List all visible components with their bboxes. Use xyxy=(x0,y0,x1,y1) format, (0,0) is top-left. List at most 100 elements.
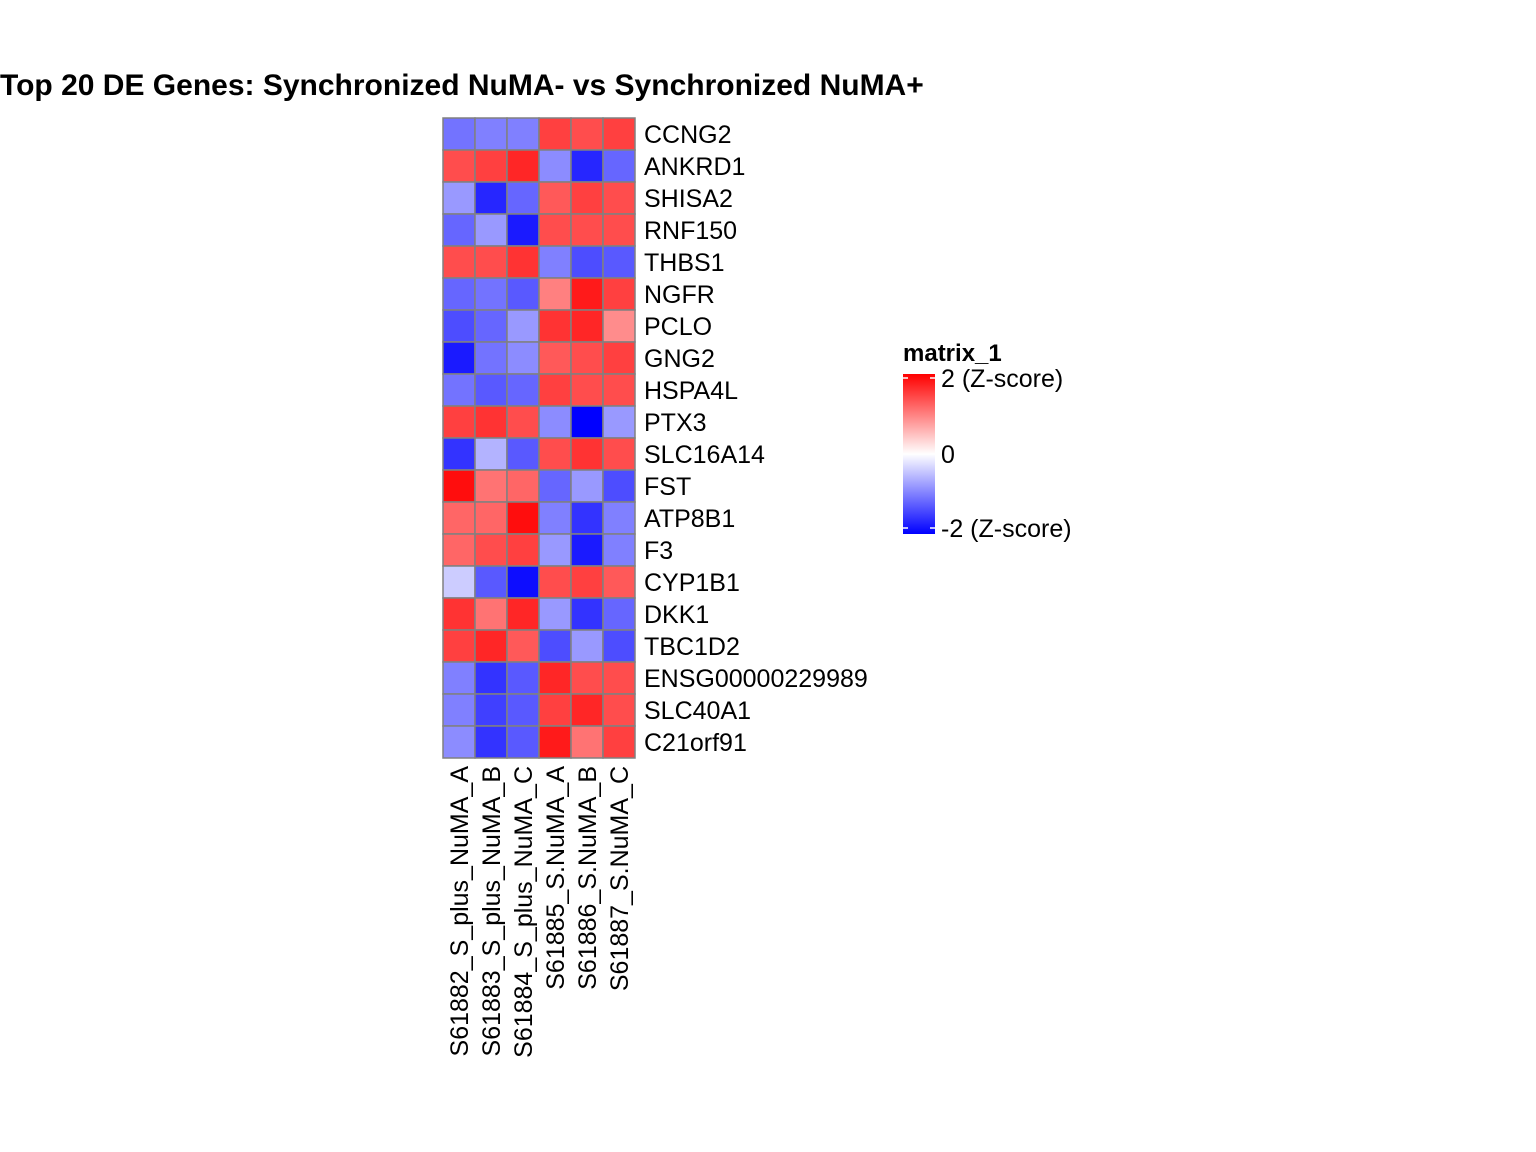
heatmap-cell xyxy=(506,341,540,375)
heatmap-cell xyxy=(474,629,508,663)
heatmap-cell xyxy=(474,661,508,695)
column-label: S61885_S.NuMA_A xyxy=(542,766,570,990)
legend-label: 0 xyxy=(941,441,955,469)
heatmap-cell xyxy=(602,725,636,759)
heatmap-cell xyxy=(474,117,508,151)
heatmap-cell xyxy=(442,149,476,183)
heatmap-cell xyxy=(442,725,476,759)
heatmap-cell xyxy=(442,533,476,567)
heatmap-cell xyxy=(570,597,604,631)
row-label: ATP8B1 xyxy=(644,505,735,533)
heatmap-cell xyxy=(442,117,476,151)
heatmap-cell xyxy=(538,309,572,343)
column-label: S61882_S_plus_NuMA_A xyxy=(446,766,474,1057)
heatmap-cell xyxy=(602,149,636,183)
row-label: SLC16A14 xyxy=(644,441,765,469)
heatmap-cell xyxy=(474,469,508,503)
heatmap-cell xyxy=(602,277,636,311)
row-label: HSPA4L xyxy=(644,377,738,405)
heatmap-cell xyxy=(538,661,572,695)
heatmap-cell xyxy=(474,405,508,439)
heatmap-cell xyxy=(602,533,636,567)
heatmap-cell xyxy=(442,277,476,311)
heatmap-cell xyxy=(442,245,476,279)
column-label: S61884_S_plus_NuMA_C xyxy=(510,766,538,1058)
column-label: S61886_S.NuMA_B xyxy=(574,766,602,990)
heatmap-cell xyxy=(538,597,572,631)
color-legend: matrix_1 2 (Z-score) 0 -2 (Z-score) xyxy=(903,340,1072,543)
legend-title: matrix_1 xyxy=(903,340,1002,367)
heatmap-cell xyxy=(570,277,604,311)
heatmap-cell xyxy=(602,117,636,151)
heatmap-cell xyxy=(538,565,572,599)
heatmap-cell xyxy=(474,597,508,631)
heatmap-cell xyxy=(570,341,604,375)
heatmap-cell xyxy=(474,309,508,343)
heatmap-cell xyxy=(506,533,540,567)
heatmap-cell xyxy=(570,565,604,599)
row-label: NGFR xyxy=(644,281,715,309)
heatmap-cell xyxy=(570,117,604,151)
heatmap-cell xyxy=(474,277,508,311)
heatmap-cell xyxy=(442,181,476,215)
heatmap-cell xyxy=(570,245,604,279)
heatmap-cell xyxy=(538,245,572,279)
heatmap-cell xyxy=(506,565,540,599)
heatmap-cell xyxy=(570,149,604,183)
heatmap-cell xyxy=(442,405,476,439)
heatmap-cell xyxy=(570,629,604,663)
row-label: CCNG2 xyxy=(644,121,732,149)
heatmap-cell xyxy=(506,149,540,183)
heatmap-cell xyxy=(602,181,636,215)
heatmap-cell xyxy=(442,309,476,343)
heatmap-cell xyxy=(506,213,540,247)
row-label: SHISA2 xyxy=(644,185,733,213)
legend-label: -2 (Z-score) xyxy=(941,515,1072,543)
row-label: F3 xyxy=(644,537,673,565)
heatmap-cell xyxy=(506,277,540,311)
heatmap-cell xyxy=(474,533,508,567)
heatmap-cell xyxy=(474,725,508,759)
heatmap-cell xyxy=(538,341,572,375)
heatmap-cell xyxy=(538,373,572,407)
heatmap-cell xyxy=(570,213,604,247)
heatmap-cell xyxy=(538,149,572,183)
heatmap-cell xyxy=(570,373,604,407)
row-label: TBC1D2 xyxy=(644,633,740,661)
heatmap-cell xyxy=(570,533,604,567)
heatmap-cell xyxy=(506,117,540,151)
heatmap-cell xyxy=(442,693,476,727)
row-label: PTX3 xyxy=(644,409,707,437)
heatmap-cell xyxy=(506,405,540,439)
heatmap-cell xyxy=(602,629,636,663)
row-labels: CCNG2 ANKRD1 SHISA2 RNF150 THBS1 NGFR PCLO GNG2… xyxy=(644,121,868,757)
column-label: S61887_S.NuMA_C xyxy=(606,766,634,991)
heatmap-cell xyxy=(474,213,508,247)
heatmap-cell xyxy=(602,597,636,631)
heatmap-cell xyxy=(538,693,572,727)
heatmap-cell xyxy=(602,341,636,375)
row-label: C21orf91 xyxy=(644,729,747,757)
heatmap-cell xyxy=(442,597,476,631)
heatmap-cell xyxy=(538,213,572,247)
heatmap-cell xyxy=(442,341,476,375)
heatmap-cell xyxy=(602,469,636,503)
heatmap-cell xyxy=(474,501,508,535)
legend-ticks xyxy=(903,377,935,529)
heatmap-cell xyxy=(506,501,540,535)
heatmap-cell xyxy=(538,629,572,663)
row-label: SLC40A1 xyxy=(644,697,751,725)
row-label: CYP1B1 xyxy=(644,569,740,597)
column-label: S61883_S_plus_NuMA_B xyxy=(478,766,506,1056)
heatmap-cell xyxy=(538,725,572,759)
heatmap-cell xyxy=(602,405,636,439)
heatmap-cell xyxy=(570,181,604,215)
heatmap-cell xyxy=(442,629,476,663)
heatmap-cell xyxy=(474,149,508,183)
heatmap-cell xyxy=(506,693,540,727)
row-label: GNG2 xyxy=(644,345,715,373)
heatmap-cell xyxy=(570,309,604,343)
column-labels: S61882_S_plus_NuMA_A S61883_S_plus_NuMA_B… xyxy=(446,766,634,1058)
heatmap-cell xyxy=(442,437,476,471)
